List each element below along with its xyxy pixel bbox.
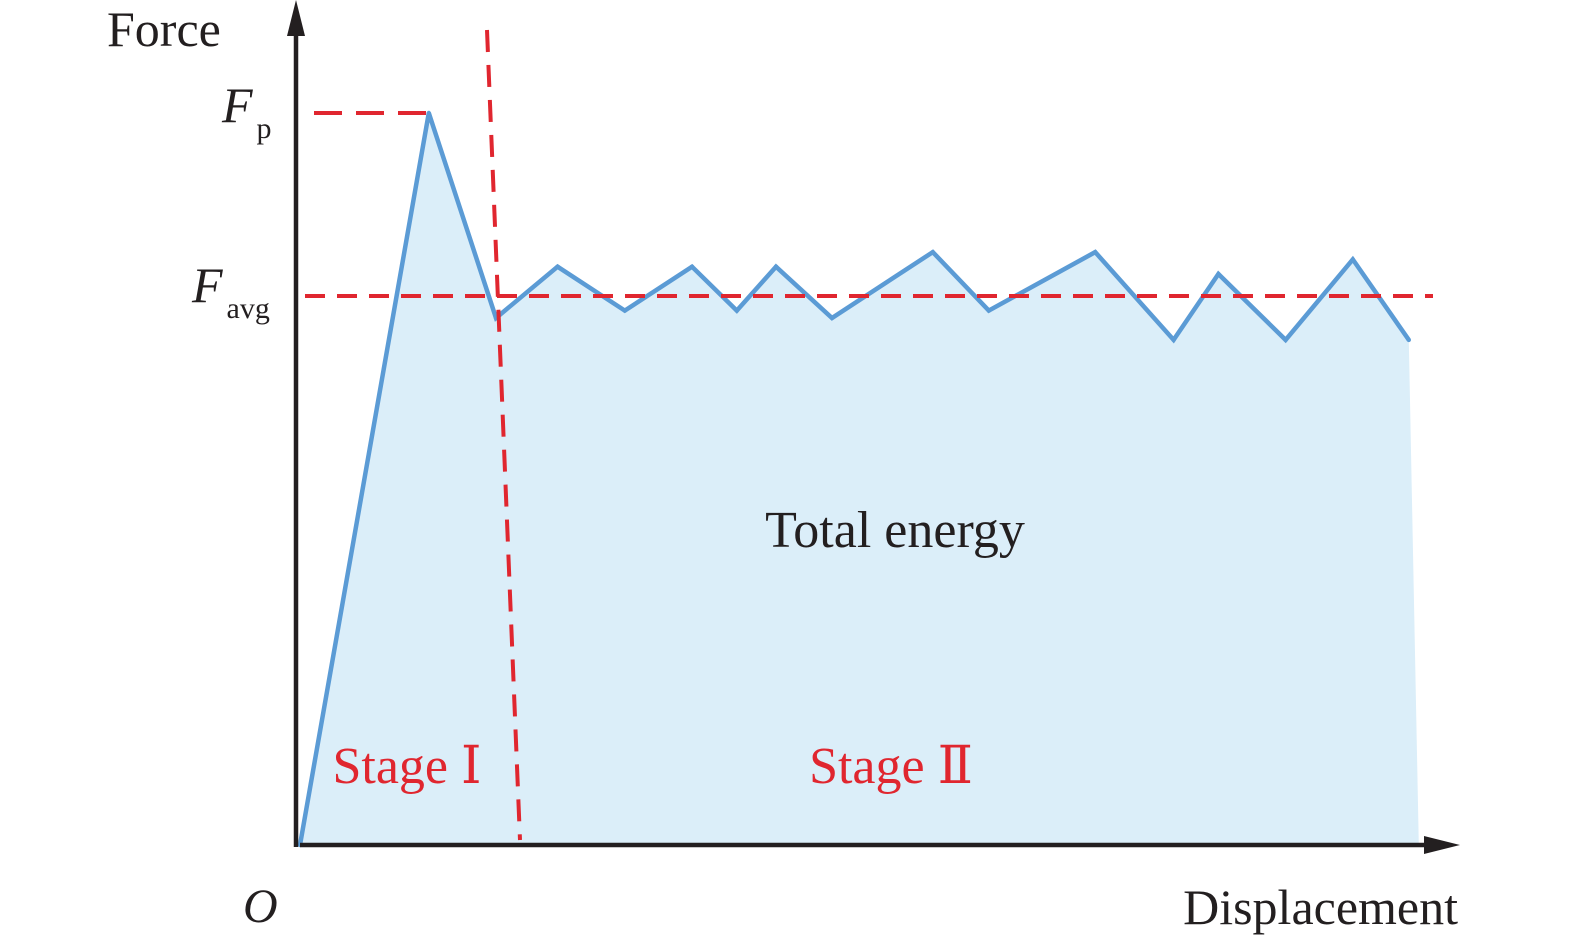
peak-force-subscript: p (257, 112, 272, 145)
data-point-16 (1406, 337, 1412, 343)
origin-label: O (243, 880, 278, 933)
data-point-3 (555, 264, 560, 269)
data-point-12 (1171, 337, 1176, 343)
peak-force-symbol: F (221, 77, 253, 133)
stage-divider-line (485, 29, 522, 841)
data-point-7 (773, 264, 779, 269)
data-point-14 (1283, 337, 1288, 343)
y-axis-arrow (287, 0, 305, 36)
data-point-5 (689, 264, 695, 269)
data-point-6 (734, 308, 739, 313)
stage-2-label: Stage Ⅱ (809, 738, 973, 795)
x-axis-label: Displacement (1183, 879, 1458, 935)
x-axis-arrow (1424, 836, 1460, 854)
data-point-13 (1216, 271, 1221, 277)
data-point-15 (1350, 257, 1356, 262)
energy-area-fill (300, 113, 1419, 845)
data-point-11 (1093, 249, 1098, 255)
data-point-10 (986, 308, 991, 313)
total-energy-label: Total energy (765, 502, 1025, 559)
average-force-subscript: avg (227, 292, 270, 325)
y-axis-label: Force (107, 1, 221, 57)
stage-1-label: Stage Ⅰ (332, 738, 481, 795)
data-point-1 (426, 110, 431, 116)
data-point-4 (622, 308, 627, 313)
data-point-9 (930, 249, 935, 255)
data-point-8 (829, 315, 835, 321)
average-force-symbol: F (191, 257, 223, 313)
